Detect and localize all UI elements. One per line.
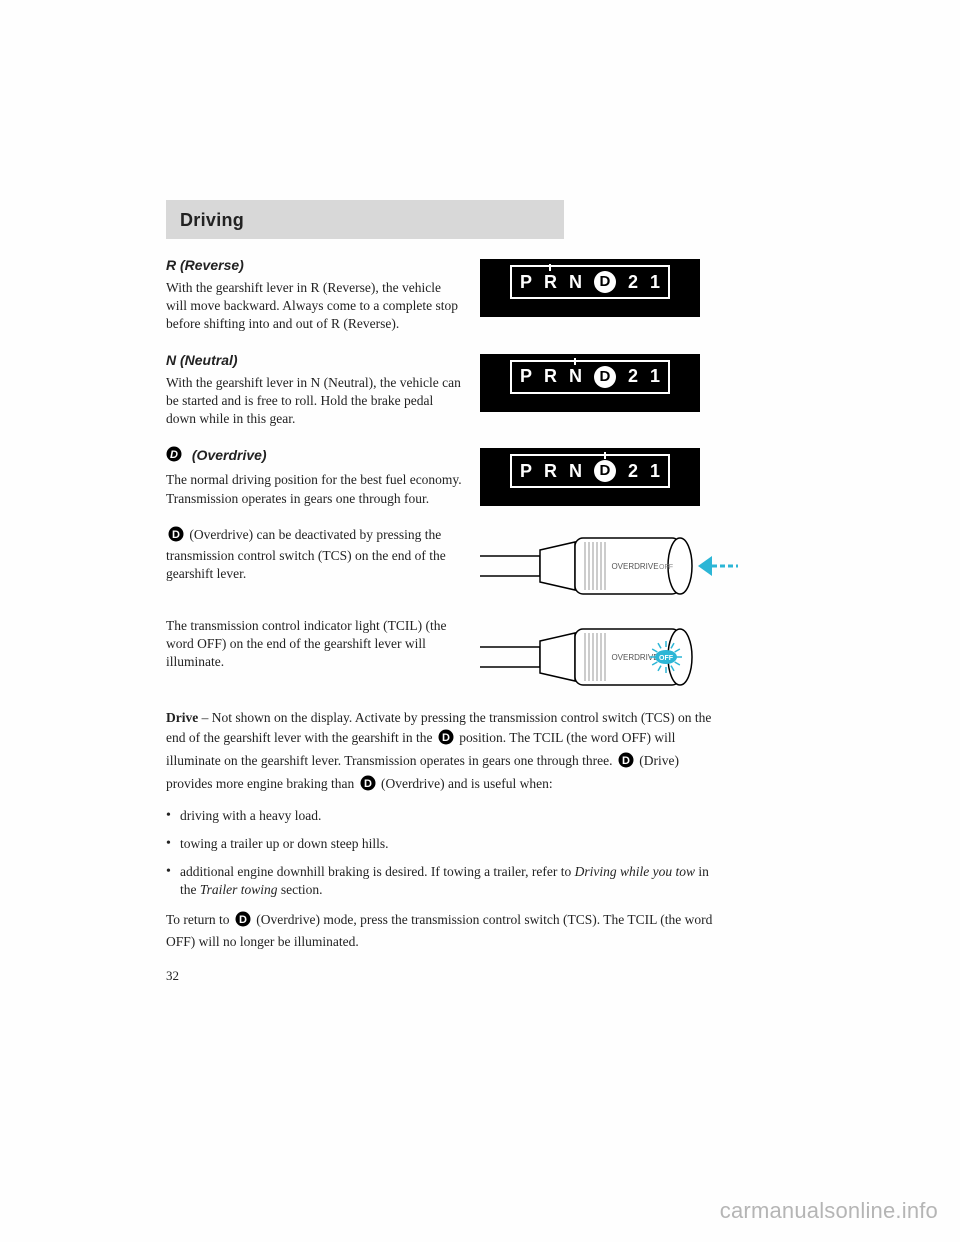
gearshift-lever-icon: OVERDRIVEOFF bbox=[480, 528, 740, 604]
tcs1-body-text: (Overdrive) can be deactivated by pressi… bbox=[166, 527, 446, 581]
d-circle-icon: D bbox=[618, 752, 634, 774]
svg-text:OVERDRIVE: OVERDRIVE bbox=[611, 562, 658, 571]
overdrive-heading-text: (Overdrive) bbox=[192, 447, 267, 463]
neutral-body: With the gearshift lever in N (Neutral),… bbox=[166, 374, 464, 429]
header-title: Driving bbox=[180, 210, 550, 231]
d-circle-icon: D bbox=[168, 526, 184, 547]
overdrive-indicator: PRND21 bbox=[480, 446, 726, 506]
reverse-body: With the gearshift lever in R (Reverse),… bbox=[166, 279, 464, 334]
page-content: Driving R (Reverse) With the gearshift l… bbox=[166, 200, 726, 984]
drive-paragraph: Drive – Not shown on the display. Activa… bbox=[166, 708, 726, 797]
tcs2-text: The transmission control indicator light… bbox=[166, 617, 464, 682]
svg-text:OFF: OFF bbox=[659, 564, 673, 571]
overdrive-text: D (Overdrive) The normal driving positio… bbox=[166, 446, 464, 517]
list-item: additional engine downhill braking is de… bbox=[166, 863, 726, 899]
reverse-text: R (Reverse) With the gearshift lever in … bbox=[166, 257, 464, 344]
drive-p2a: To return to bbox=[166, 912, 233, 927]
drive-bullets: driving with a heavy load. towing a trai… bbox=[166, 807, 726, 900]
d-circle-icon: D bbox=[166, 446, 182, 465]
tcs1-text: D (Overdrive) can be deactivated by pres… bbox=[166, 526, 464, 594]
gearshift-lever-icon: OVERDRIVEOFF bbox=[480, 619, 740, 695]
neutral-indicator: PRND21 bbox=[480, 352, 726, 412]
reverse-indicator: PRND21 bbox=[480, 257, 726, 317]
gear-indicator-panel: PRND21 bbox=[480, 259, 700, 317]
neutral-text: N (Neutral) With the gearshift lever in … bbox=[166, 352, 464, 439]
gear-indicator-panel: PRND21 bbox=[480, 448, 700, 506]
neutral-heading: N (Neutral) bbox=[166, 352, 464, 368]
overdrive-body: The normal driving position for the best… bbox=[166, 471, 464, 507]
ref-trailer: Trailer towing bbox=[200, 882, 278, 897]
drive-p1d: (Overdrive) and is useful when: bbox=[378, 776, 553, 791]
tcs1-lever: OVERDRIVEOFF bbox=[480, 526, 740, 609]
section-tcs1: D (Overdrive) can be deactivated by pres… bbox=[166, 526, 726, 609]
tcs2-lever: OVERDRIVEOFF bbox=[480, 617, 740, 700]
svg-text:D: D bbox=[172, 529, 180, 541]
d-circle-icon: D bbox=[235, 911, 251, 933]
d-circle-icon: D bbox=[360, 775, 376, 797]
svg-text:D: D bbox=[239, 914, 247, 926]
section-overdrive: D (Overdrive) The normal driving positio… bbox=[166, 446, 726, 517]
svg-text:OFF: OFF bbox=[659, 655, 674, 662]
section-tcs2: The transmission control indicator light… bbox=[166, 617, 726, 700]
section-reverse: R (Reverse) With the gearshift lever in … bbox=[166, 257, 726, 344]
overdrive-heading: D (Overdrive) bbox=[166, 446, 464, 465]
list-item: driving with a heavy load. bbox=[166, 807, 726, 825]
svg-text:D: D bbox=[364, 778, 372, 790]
svg-text:D: D bbox=[622, 755, 630, 767]
drive-return: To return to D (Overdrive) mode, press t… bbox=[166, 910, 726, 953]
gear-indicator-panel: PRND21 bbox=[480, 354, 700, 412]
section-header: Driving bbox=[166, 200, 564, 239]
watermark-text: carmanualsonline.info bbox=[720, 1198, 938, 1224]
ref-driving: Driving while you tow bbox=[575, 864, 695, 879]
svg-text:D: D bbox=[442, 732, 450, 744]
page-number: 32 bbox=[166, 968, 726, 984]
d-circle-icon: D bbox=[438, 729, 454, 751]
tcs1-body: D (Overdrive) can be deactivated by pres… bbox=[166, 526, 464, 584]
tcs2-body: The transmission control indicator light… bbox=[166, 617, 464, 672]
svg-text:D: D bbox=[170, 449, 178, 461]
section-neutral: N (Neutral) With the gearshift lever in … bbox=[166, 352, 726, 439]
reverse-heading: R (Reverse) bbox=[166, 257, 464, 273]
list-item: towing a trailer up or down steep hills. bbox=[166, 835, 726, 853]
drive-label: Drive bbox=[166, 710, 198, 725]
